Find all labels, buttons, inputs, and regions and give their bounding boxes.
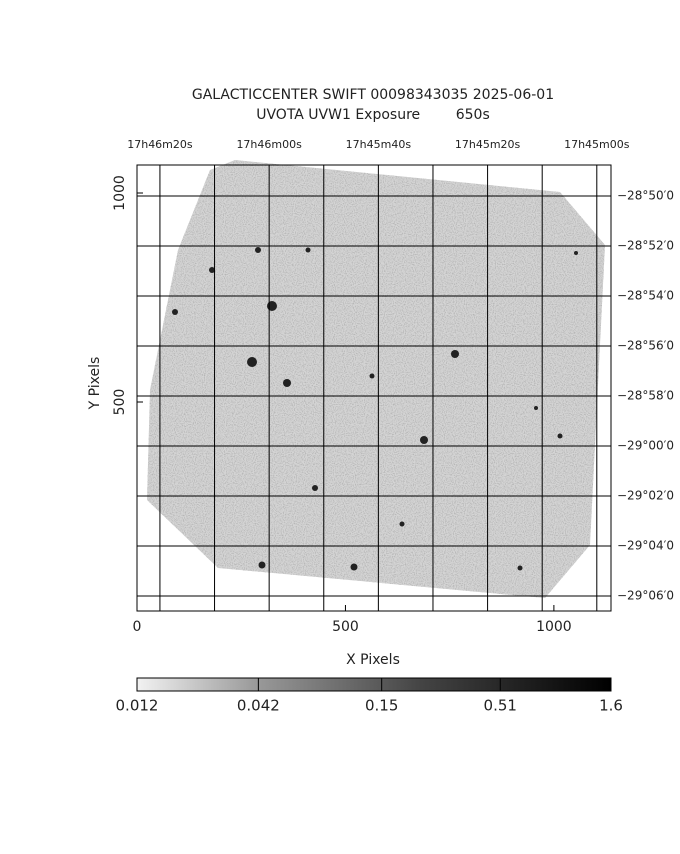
ra-tick-label: 17h45m40s <box>346 138 412 151</box>
dec-tick-label: −28°52′0 <box>617 239 674 253</box>
chart-subtitle: UVOTA UVW1 Exposure 650s <box>256 107 490 123</box>
dec-tick-label: −29°04′0 <box>617 539 674 553</box>
colorbar-tick-label: 0.042 <box>237 697 280 715</box>
ra-tick-label: 17h46m00s <box>236 138 302 151</box>
colorbar-tick-label: 0.012 <box>116 697 159 715</box>
dec-tick-label: −28°58′0 <box>617 389 674 403</box>
colorbar-tick-label: 0.51 <box>484 697 517 715</box>
ra-tick-label: 17h46m20s <box>127 138 193 151</box>
dec-tick-label: −28°50′0 <box>617 189 674 203</box>
colorbar-tick-label: 0.15 <box>365 697 398 715</box>
ra-tick-label: 17h45m00s <box>564 138 630 151</box>
plot-frame <box>136 164 612 612</box>
colorbar <box>136 677 612 692</box>
ra-tick-label: 17h45m20s <box>455 138 521 151</box>
y-tick-label: 500 <box>112 389 128 416</box>
x-tick-label: 500 <box>332 619 359 635</box>
x-tick-label: 1000 <box>536 619 572 635</box>
y-tick-label: 1000 <box>112 175 128 211</box>
dec-tick-label: −28°54′0 <box>617 289 674 303</box>
chart-title: GALACTICCENTER SWIFT 00098343035 2025-06… <box>192 87 554 103</box>
dec-tick-label: −29°00′0 <box>617 439 674 453</box>
dec-tick-label: −29°02′0 <box>617 489 674 503</box>
colorbar-tick-label: 1.6 <box>599 697 623 715</box>
dec-tick-label: −28°56′0 <box>617 339 674 353</box>
y-axis-label: Y Pixels <box>87 357 103 411</box>
sky-image <box>147 160 605 598</box>
x-axis-label: X Pixels <box>346 652 400 668</box>
x-tick-label: 0 <box>133 619 142 635</box>
dec-tick-label: −29°06′0 <box>617 589 674 603</box>
